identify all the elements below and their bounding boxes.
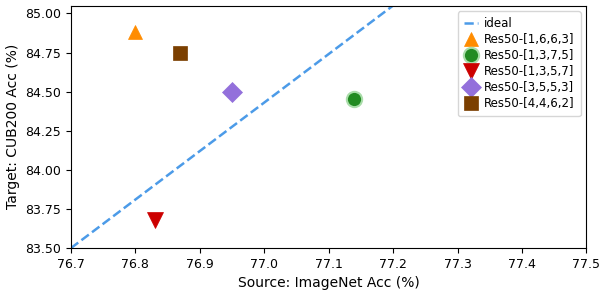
ideal xyxy=(163,174,170,178)
Line: ideal: ideal xyxy=(71,0,587,248)
Y-axis label: Target: CUB200 Acc (%): Target: CUB200 Acc (%) xyxy=(5,44,19,210)
Legend: ideal, Res50-[1,6,6,3], Res50-[1,3,7,5], Res50-[1,3,5,7], Res50-[3,5,5,3], Res50: ideal, Res50-[1,6,6,3], Res50-[1,3,7,5],… xyxy=(458,12,581,116)
X-axis label: Source: ImageNet Acc (%): Source: ImageNet Acc (%) xyxy=(238,276,419,290)
ideal xyxy=(88,231,95,234)
ideal xyxy=(98,223,105,226)
ideal xyxy=(204,143,211,147)
ideal xyxy=(67,246,75,250)
